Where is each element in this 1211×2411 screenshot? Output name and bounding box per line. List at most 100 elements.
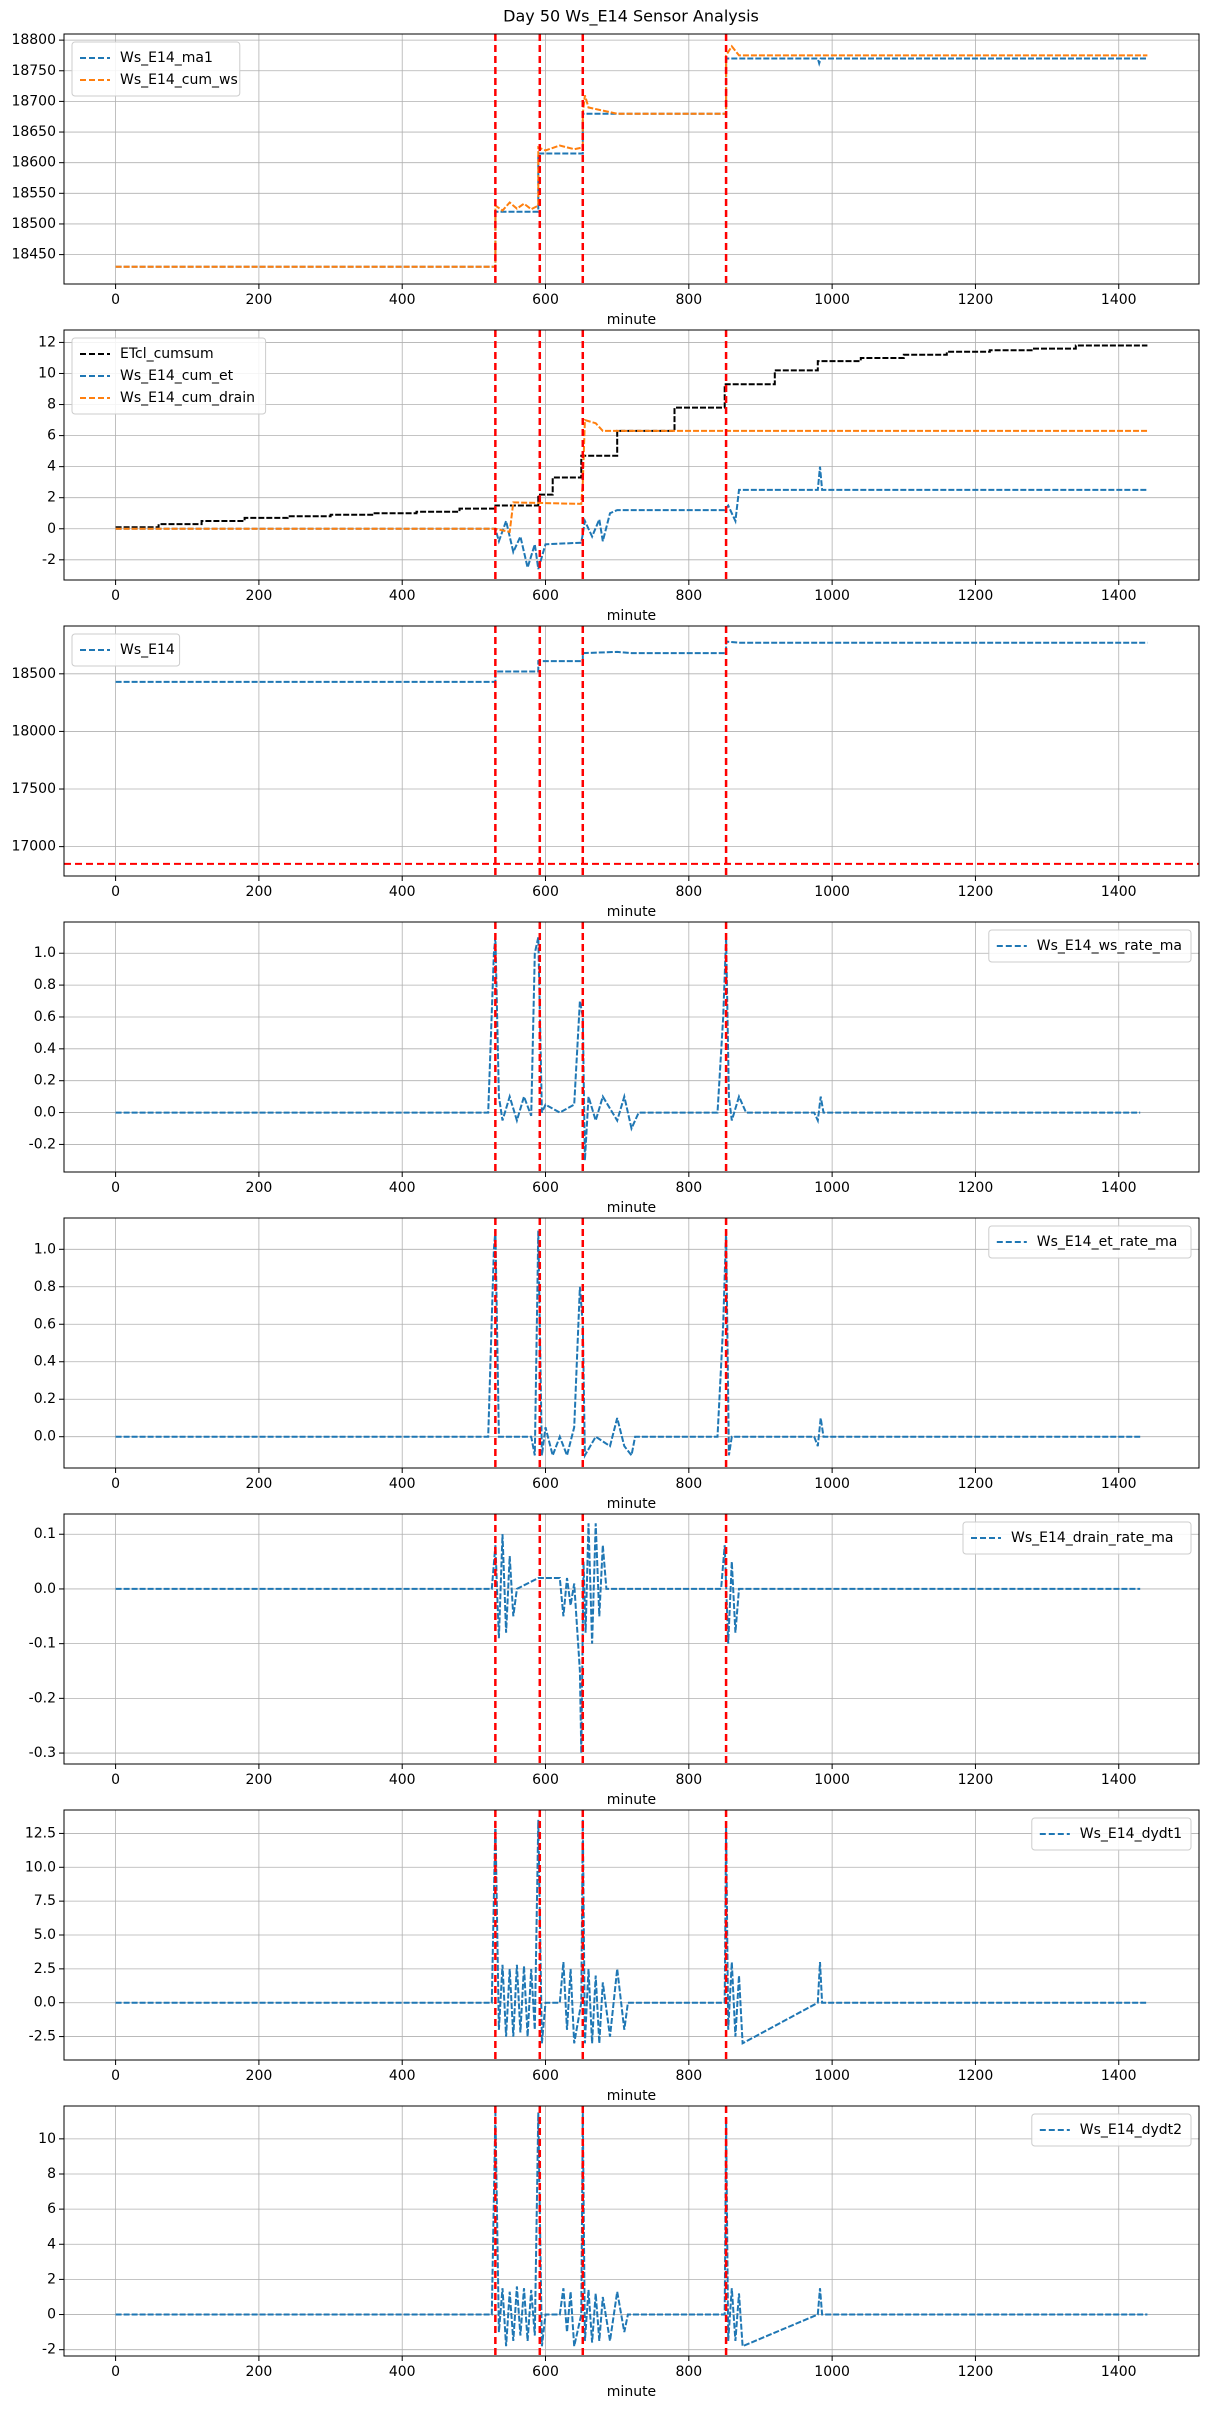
y-tick-label: 18800 — [11, 32, 56, 48]
legend: Ws_E14_ws_rate_ma — [988, 929, 1192, 963]
y-tick-label: 17500 — [11, 781, 56, 797]
y-tick-label: 18000 — [11, 723, 56, 739]
x-tick-label: 1000 — [814, 1772, 850, 1788]
plot-content — [115, 330, 1148, 580]
y-tick-label: 2.5 — [34, 1961, 56, 1977]
subplot: 0 200 400 600 800 1000 1200 1400 18450 18500 18550… — [11, 32, 1200, 328]
plot-frame — [63, 625, 1200, 877]
legend: ETcl_cumsum Ws_E14_cum_et Ws_E14_cum_drain — [71, 337, 267, 415]
x-tick-label: 200 — [246, 884, 273, 900]
x-tick-label: 1400 — [1101, 1476, 1137, 1492]
y-tick-label: 18600 — [11, 155, 56, 171]
x-tick-label: 800 — [675, 1772, 702, 1788]
legend-box — [71, 337, 267, 415]
x-tick-label: 600 — [532, 588, 559, 604]
y-tick-label: 0.6 — [34, 1316, 56, 1332]
x-tick-label: 0 — [111, 1772, 120, 1788]
y-tick-label: -0.2 — [29, 1136, 56, 1152]
x-tick-label: 800 — [675, 292, 702, 308]
legend-label: Ws_E14 — [120, 642, 175, 658]
legend-box — [988, 929, 1192, 963]
y-tick-label: 10.0 — [25, 1859, 56, 1875]
y-tick-label: 0.2 — [34, 1073, 56, 1089]
y-tick-label: 0.8 — [34, 1279, 56, 1295]
legend: Ws_E14_dydt1 — [1031, 1817, 1192, 1851]
legend-label: Ws_E14_ws_rate_ma — [1037, 938, 1182, 954]
x-axis-label: minute — [607, 1200, 656, 1216]
legend-box — [962, 1521, 1192, 1555]
x-tick-label: 1400 — [1101, 292, 1137, 308]
series-line — [115, 344, 1148, 529]
y-tick-label: 18750 — [11, 63, 56, 79]
series-line — [115, 2112, 1148, 2348]
x-tick-label: 800 — [675, 588, 702, 604]
plot-frame — [63, 1513, 1200, 1765]
x-tick-label: 1000 — [814, 292, 850, 308]
x-tick-label: 600 — [532, 1180, 559, 1196]
plot-area — [64, 1514, 1199, 1764]
x-tick-label: 0 — [111, 2068, 120, 2084]
y-tick-label: -2 — [42, 552, 56, 568]
x-tick-label: 0 — [111, 292, 120, 308]
y-tick-label: 18500 — [11, 216, 56, 232]
series-line — [115, 937, 1141, 1161]
y-tick-label: -2.5 — [29, 2029, 56, 2045]
plot-frame — [63, 1809, 1200, 2061]
legend-label: Ws_E14_dydt1 — [1080, 1826, 1182, 1842]
x-tick-label: 600 — [532, 884, 559, 900]
x-tick-label: 1200 — [958, 292, 994, 308]
y-tick-label: 8 — [47, 397, 56, 413]
y-tick-label: 12 — [38, 334, 56, 350]
legend: Ws_E14_ma1 Ws_E14_cum_ws — [71, 41, 241, 97]
subplot: 0 200 400 600 800 1000 1200 1400 -0.2 0.0 0.2 0.4 0.… — [29, 921, 1200, 1216]
y-tick-label: 10 — [38, 365, 56, 381]
y-tick-label: 4 — [47, 459, 56, 475]
y-tick-label: -0.1 — [29, 1636, 56, 1652]
x-tick-label: 600 — [532, 2068, 559, 2084]
y-tick-label: 7.5 — [34, 1893, 56, 1909]
y-tick-label: 0.8 — [34, 977, 56, 993]
x-tick-label: 600 — [532, 292, 559, 308]
legend: Ws_E14_drain_rate_ma — [962, 1521, 1192, 1555]
y-tick-label: 18650 — [11, 124, 56, 140]
y-tick-label: 1.0 — [34, 1241, 56, 1257]
y-tick-label: 0 — [47, 521, 56, 537]
x-tick-label: 600 — [532, 2364, 559, 2380]
x-tick-label: 400 — [389, 2068, 416, 2084]
x-tick-label: 800 — [675, 2364, 702, 2380]
y-tick-label: -0.2 — [29, 1690, 56, 1706]
legend-label: Ws_E14_dydt2 — [1080, 2122, 1182, 2138]
plot-frame — [63, 921, 1200, 1173]
y-tick-label: 0.1 — [34, 1526, 56, 1542]
x-tick-label: 800 — [675, 1476, 702, 1492]
y-tick-label: 2 — [47, 2271, 56, 2287]
subplot: 0 200 400 600 800 1000 1200 1400 -0.3 -0.2 -0.1 0.0… — [29, 1513, 1200, 1808]
plot-content — [64, 626, 1199, 876]
x-tick-label: 200 — [246, 1180, 273, 1196]
x-tick-label: 800 — [675, 1180, 702, 1196]
plot-frame — [63, 2105, 1200, 2357]
plot-content — [115, 2106, 1148, 2356]
subplot: 0 200 400 600 800 1000 1200 1400 -2 0 2 4 6 8 10 12 minu… — [38, 329, 1200, 624]
x-tick-label: 1000 — [814, 1180, 850, 1196]
figure-title: Day 50 Ws_E14 Sensor Analysis — [503, 7, 759, 27]
x-tick-label: 1400 — [1101, 884, 1137, 900]
x-tick-label: 1400 — [1101, 2068, 1137, 2084]
legend: Ws_E14_et_rate_ma — [988, 1225, 1192, 1259]
x-tick-label: 0 — [111, 1476, 120, 1492]
y-tick-label: 18450 — [11, 247, 56, 263]
x-axis-label: minute — [607, 312, 656, 328]
series-line — [115, 1523, 1141, 1754]
x-tick-label: 800 — [675, 884, 702, 900]
x-tick-label: 1000 — [814, 2364, 850, 2380]
y-tick-label: 18700 — [11, 93, 56, 109]
x-axis-label: minute — [607, 1792, 656, 1808]
x-tick-label: 200 — [246, 2068, 273, 2084]
y-tick-label: 1.0 — [34, 945, 56, 961]
legend-label: Ws_E14_cum_drain — [120, 390, 255, 406]
y-tick-label: 6 — [47, 2201, 56, 2217]
x-axis-label: minute — [607, 2088, 656, 2104]
legend: Ws_E14 — [71, 633, 181, 667]
